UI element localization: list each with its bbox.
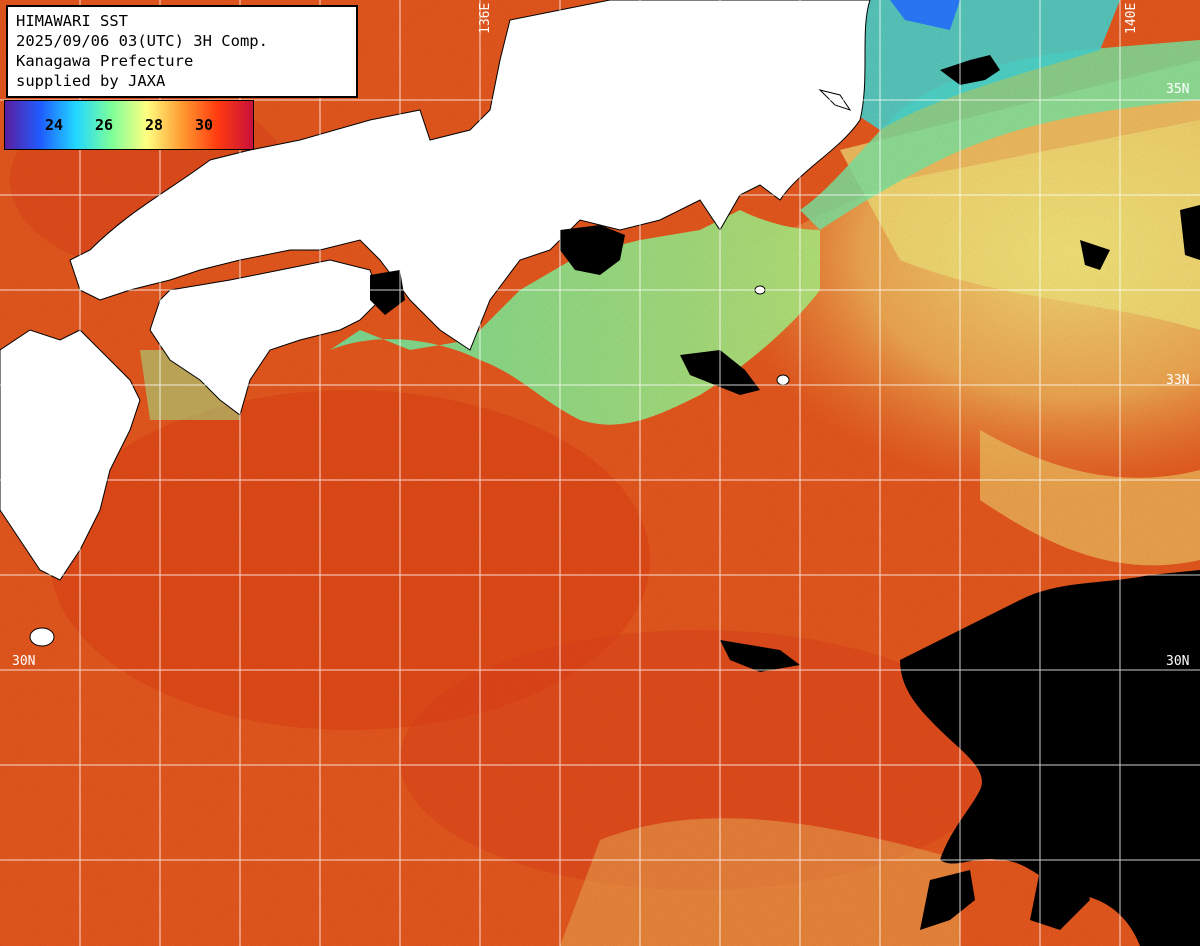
land-kyushu: [0, 329, 141, 581]
cloud-patch: [1080, 240, 1110, 270]
cloud-patch: [940, 55, 1000, 85]
cloud-patch: [900, 570, 1200, 946]
lat-label-30-right: 30N: [1166, 654, 1190, 669]
lat-label-30-left: 30N: [12, 654, 36, 669]
map-info-box: HIMAWARI SST 2025/09/06 03(UTC) 3H Comp.…: [6, 5, 358, 98]
cloud-patch: [370, 270, 405, 315]
lat-label-33-right: 33N: [1166, 373, 1190, 388]
map-region: Kanagawa Prefecture: [16, 52, 194, 70]
cloud-patch: [920, 870, 975, 930]
lon-label-140: 140E: [1124, 2, 1139, 34]
land-shikoku: [149, 259, 381, 416]
lat-label-33-left: 33: [8, 373, 24, 388]
land-island: [29, 627, 55, 647]
temperature-legend: 24 26 28 30: [4, 100, 254, 150]
cloud-patch: [1030, 860, 1090, 930]
legend-tick-28: 28: [145, 116, 164, 134]
legend-tick-30: 30: [195, 116, 214, 134]
legend-tick-24: 24: [45, 116, 64, 134]
map-title: HIMAWARI SST: [16, 12, 128, 30]
map-datetime: 2025/09/06 03(UTC) 3H Comp.: [16, 32, 268, 50]
land: [0, 0, 871, 647]
lat-label-35-right: 35N: [1166, 82, 1190, 97]
cloud-mask: [370, 55, 1200, 946]
lon-label-136: 136E: [478, 2, 493, 34]
cloud-patch: [1180, 205, 1200, 260]
land-island: [776, 374, 790, 386]
map-credit: supplied by JAXA: [16, 72, 166, 90]
land-honshu: [69, 0, 871, 351]
legend-tick-26: 26: [95, 116, 114, 134]
cloud-patch: [560, 225, 625, 275]
cloud-patch: [720, 640, 800, 672]
